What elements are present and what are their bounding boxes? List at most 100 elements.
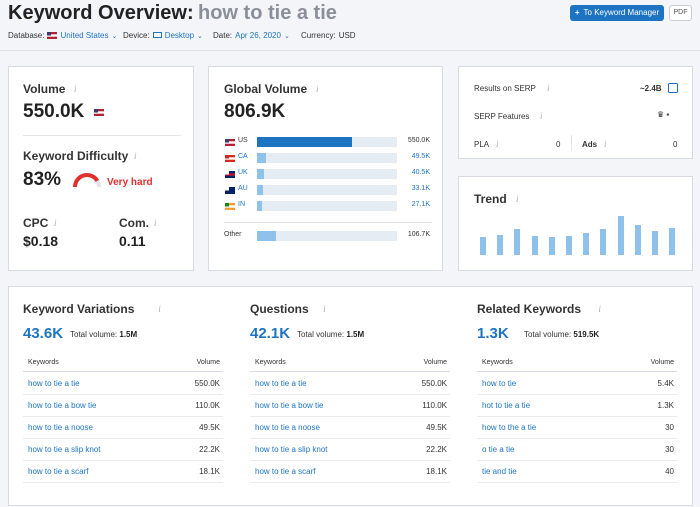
trend-bar: [514, 228, 521, 255]
filter-label: Database:: [8, 31, 45, 40]
table-line: [23, 416, 223, 417]
filter[interactable]: Date: Apr 26, 2020 ⌄: [213, 31, 290, 40]
gauge-value: [73, 173, 100, 188]
country-code[interactable]: UK: [238, 169, 248, 176]
info-icon: i: [134, 151, 137, 161]
flag-part: [225, 203, 229, 207]
pdf-button[interactable]: PDF: [669, 5, 692, 21]
trend-bar: [531, 235, 538, 255]
flag-part: [47, 34, 58, 37]
panel-title: Related Keywords: [477, 302, 582, 316]
table-line: [477, 371, 677, 372]
bar-track: [257, 231, 397, 241]
panel-count[interactable]: 42.1K: [250, 325, 291, 342]
keyword-link[interactable]: how to tie a bow tie: [28, 401, 97, 410]
flag-icon: [47, 32, 58, 39]
keyword-link[interactable]: how to tie a noose: [28, 423, 93, 432]
keyword-volume: 18.1K: [199, 467, 220, 476]
divider: [0, 50, 700, 51]
table-line: [250, 416, 450, 417]
country-code: Other: [224, 231, 242, 238]
icon-part: [668, 83, 678, 93]
keyword-link[interactable]: how to tie a scarf: [255, 467, 316, 476]
panel: Related Keywords i 1.3K Total volume: 519.5…: [477, 287, 677, 507]
keyword-volume: 22.2K: [199, 445, 220, 454]
total-label: Total volume:: [70, 330, 118, 339]
trend-bar: [617, 216, 624, 255]
flag-part: [94, 111, 104, 114]
panel: Questions i 42.1K Total volume: 1.5M Keyword…: [250, 287, 450, 507]
keyword-link[interactable]: how to tie a tie: [28, 379, 80, 388]
keyword-link[interactable]: how to tie a slip knot: [28, 445, 101, 454]
keyword-link[interactable]: how to tie a scarf: [28, 467, 89, 476]
bar-track: [257, 201, 397, 211]
table-line: [477, 460, 677, 461]
button-label: To Keyword Manager: [583, 8, 660, 17]
panel-count[interactable]: 1.3K: [477, 325, 509, 342]
country-code[interactable]: CA: [238, 153, 248, 160]
country-volume[interactable]: 40.5K: [411, 169, 430, 176]
keyword-volume: 30: [665, 445, 674, 454]
panel-title: Questions: [250, 302, 309, 316]
bar-track: [257, 185, 397, 195]
difficulty-rating: Very hard: [107, 177, 153, 188]
keyword-link[interactable]: how to tie a slip knot: [255, 445, 328, 454]
filter-value: United States: [60, 31, 109, 40]
flag-part: [225, 139, 229, 143]
trend-bar: [652, 231, 658, 255]
chevron: ⌄: [283, 32, 290, 40]
icon-part: [152, 32, 162, 38]
desktop-icon: [152, 32, 162, 38]
difficulty-title: Keyword Difficulty: [23, 149, 129, 163]
column-header: Volume: [650, 359, 674, 366]
filter[interactable]: Device: Desktop ⌄: [123, 31, 203, 40]
keyword-volume: 40: [665, 467, 674, 476]
difficulty-value: 83%: [23, 169, 62, 190]
serp-icon[interactable]: [668, 83, 678, 93]
volume-card: Volume i 550.0K Keyword Difficulty i 83% Very …: [8, 66, 194, 271]
keyword-link[interactable]: how to tie: [482, 379, 517, 388]
serp-card: Results on SERP i ~2.4B SERP Features i ♛ ▪ PL…: [458, 66, 693, 159]
info-icon: i: [316, 84, 319, 94]
info-icon: i: [598, 304, 601, 314]
serp-results-label: Results on SERP: [474, 84, 536, 93]
cpc-title: CPC: [23, 216, 49, 230]
country-code[interactable]: AU: [238, 185, 248, 192]
serp-features-label: SERP Features: [474, 112, 530, 121]
keyword-link[interactable]: how to the a tie: [482, 423, 537, 432]
country-code[interactable]: IN: [238, 201, 245, 208]
trend-bar: [669, 228, 676, 255]
serp-results-value: ~2.4B: [640, 84, 662, 93]
flag-part: [225, 173, 235, 176]
bar-track: [257, 153, 397, 163]
keyword-link[interactable]: how to tie a tie: [255, 379, 307, 388]
country-volume[interactable]: 27.1K: [411, 201, 430, 208]
chevron: ⌄: [197, 32, 203, 40]
ads-value: 0: [673, 140, 678, 149]
table-line: [477, 416, 677, 417]
keyword-volume: 550.0K: [421, 379, 447, 388]
volume-title: Volume: [23, 82, 66, 96]
volume-bar: [257, 169, 265, 179]
trend-bar: [497, 234, 504, 255]
column-header: Volume: [196, 359, 220, 366]
filter[interactable]: Database: United States ⌄: [8, 31, 117, 40]
keyword-volume: 550.0K: [194, 379, 220, 388]
trend-bar: [600, 228, 607, 255]
keyword-link[interactable]: o tie a tie: [482, 445, 515, 454]
keyword-manager-button[interactable]: + To Keyword Manager: [570, 5, 664, 21]
country-volume[interactable]: 49.5K: [411, 153, 430, 160]
keyword-link[interactable]: how to tie a noose: [255, 423, 320, 432]
country-volume[interactable]: 33.1K: [411, 185, 430, 192]
table-line: [477, 438, 677, 439]
filter-value: USD: [338, 31, 356, 40]
panel-count[interactable]: 43.6K: [23, 325, 64, 342]
keyword-link[interactable]: hot to tie a tie: [482, 401, 531, 410]
cpc-value: $0.18: [23, 233, 59, 249]
total-value: 519.5K: [573, 330, 600, 339]
keyword-link[interactable]: tie and tie: [482, 467, 517, 476]
keyword-link[interactable]: how to tie a bow tie: [255, 401, 324, 410]
flag-part: [225, 141, 235, 144]
flag-icon: [225, 139, 235, 146]
competition-value: 0.11: [119, 233, 146, 249]
